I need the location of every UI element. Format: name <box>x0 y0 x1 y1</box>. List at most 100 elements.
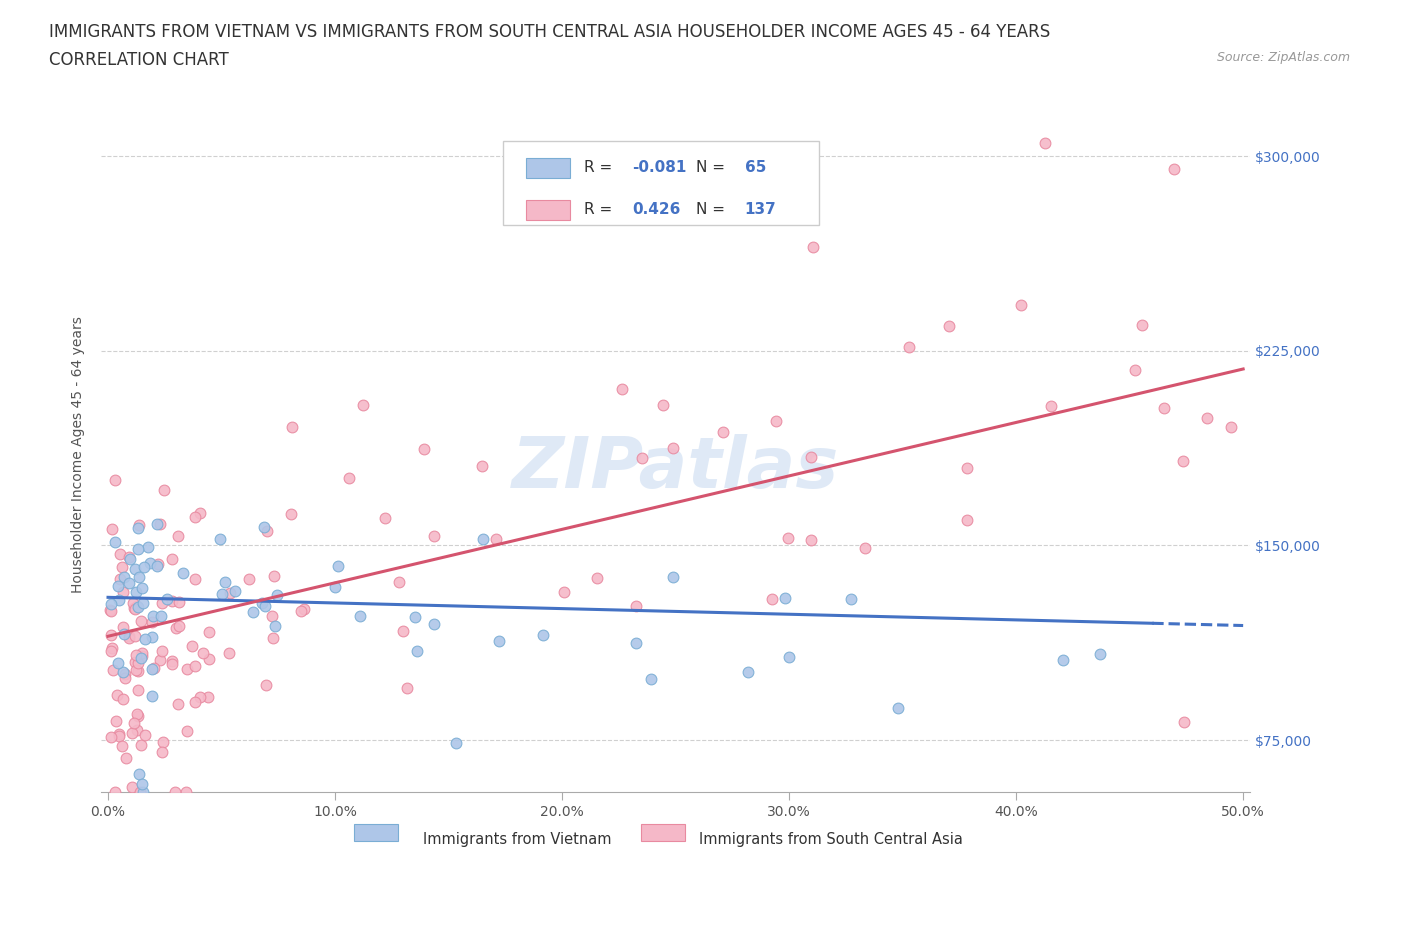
Point <box>125 599 148 614</box>
Point <box>1010 298 1032 312</box>
Point <box>160 654 183 669</box>
Point <box>839 591 862 606</box>
Text: Source: ZipAtlas.com: Source: ZipAtlas.com <box>1216 51 1350 64</box>
Point <box>134 631 156 646</box>
Point <box>471 458 494 473</box>
Point <box>776 530 799 545</box>
Text: CORRELATION CHART: CORRELATION CHART <box>49 51 229 69</box>
Point <box>1039 399 1062 414</box>
Point <box>197 690 219 705</box>
Point <box>100 644 122 658</box>
Point <box>129 614 152 629</box>
Point <box>114 667 136 682</box>
Point <box>396 680 419 695</box>
Point <box>107 728 129 743</box>
Point <box>180 639 202 654</box>
Point <box>1052 653 1074 668</box>
Point <box>141 662 163 677</box>
Point <box>129 737 152 752</box>
Point <box>325 579 347 594</box>
Point <box>610 381 633 396</box>
Point <box>252 596 274 611</box>
Point <box>711 425 734 440</box>
Point <box>169 594 191 609</box>
Point <box>253 520 276 535</box>
Point <box>167 618 190 633</box>
Text: -0.081: -0.081 <box>631 160 686 176</box>
Point <box>773 591 796 605</box>
Point <box>124 647 146 662</box>
Point <box>108 593 131 608</box>
Point <box>886 700 908 715</box>
Point <box>149 608 172 623</box>
Point <box>956 512 979 527</box>
Point <box>444 736 467 751</box>
Point <box>128 518 150 533</box>
Point <box>124 602 146 617</box>
Text: R =: R = <box>583 202 617 218</box>
Point <box>121 780 143 795</box>
Point <box>124 655 146 670</box>
Point <box>139 556 162 571</box>
Point <box>143 661 166 676</box>
Point <box>150 596 173 611</box>
Point <box>134 727 156 742</box>
Point <box>121 725 143 740</box>
Point <box>280 507 302 522</box>
Point <box>112 570 135 585</box>
Point <box>112 664 135 679</box>
Point <box>111 560 134 575</box>
Point <box>184 509 207 524</box>
Point <box>142 608 165 623</box>
Point <box>176 724 198 738</box>
FancyBboxPatch shape <box>354 824 398 841</box>
Point <box>778 650 800 665</box>
Point <box>183 572 205 587</box>
Point <box>1088 646 1111 661</box>
Point <box>141 689 163 704</box>
Point <box>349 608 371 623</box>
Point <box>799 449 821 464</box>
Point <box>662 440 685 455</box>
Point <box>127 520 149 535</box>
Text: IMMIGRANTS FROM VIETNAM VS IMMIGRANTS FROM SOUTH CENTRAL ASIA HOUSEHOLDER INCOME: IMMIGRANTS FROM VIETNAM VS IMMIGRANTS FR… <box>49 23 1050 41</box>
Point <box>352 398 374 413</box>
Point <box>131 785 153 800</box>
Point <box>112 585 135 600</box>
Text: ZIPatlas: ZIPatlas <box>512 433 839 502</box>
Point <box>114 671 136 685</box>
Point <box>118 550 141 565</box>
Point <box>131 649 153 664</box>
Point <box>198 652 221 667</box>
Point <box>122 600 145 615</box>
Point <box>129 785 152 800</box>
Point <box>125 584 148 599</box>
Point <box>100 596 122 611</box>
Point <box>124 562 146 577</box>
Point <box>101 663 124 678</box>
Point <box>104 785 127 800</box>
Point <box>121 595 143 610</box>
Point <box>152 735 174 750</box>
Point <box>127 663 149 678</box>
Point <box>101 522 124 537</box>
Point <box>118 629 141 644</box>
Point <box>100 628 122 643</box>
Point <box>146 516 169 531</box>
Point <box>224 584 246 599</box>
Point <box>387 574 409 589</box>
Point <box>146 557 169 572</box>
Point <box>188 505 211 520</box>
Point <box>163 785 186 800</box>
Point <box>254 677 277 692</box>
Point <box>737 664 759 679</box>
Point <box>124 629 146 644</box>
Point <box>107 656 129 671</box>
Point <box>253 598 276 613</box>
Point <box>209 532 232 547</box>
Point <box>152 482 174 497</box>
Point <box>1153 400 1175 415</box>
Point <box>188 690 211 705</box>
Point <box>553 584 575 599</box>
Point <box>626 599 648 614</box>
